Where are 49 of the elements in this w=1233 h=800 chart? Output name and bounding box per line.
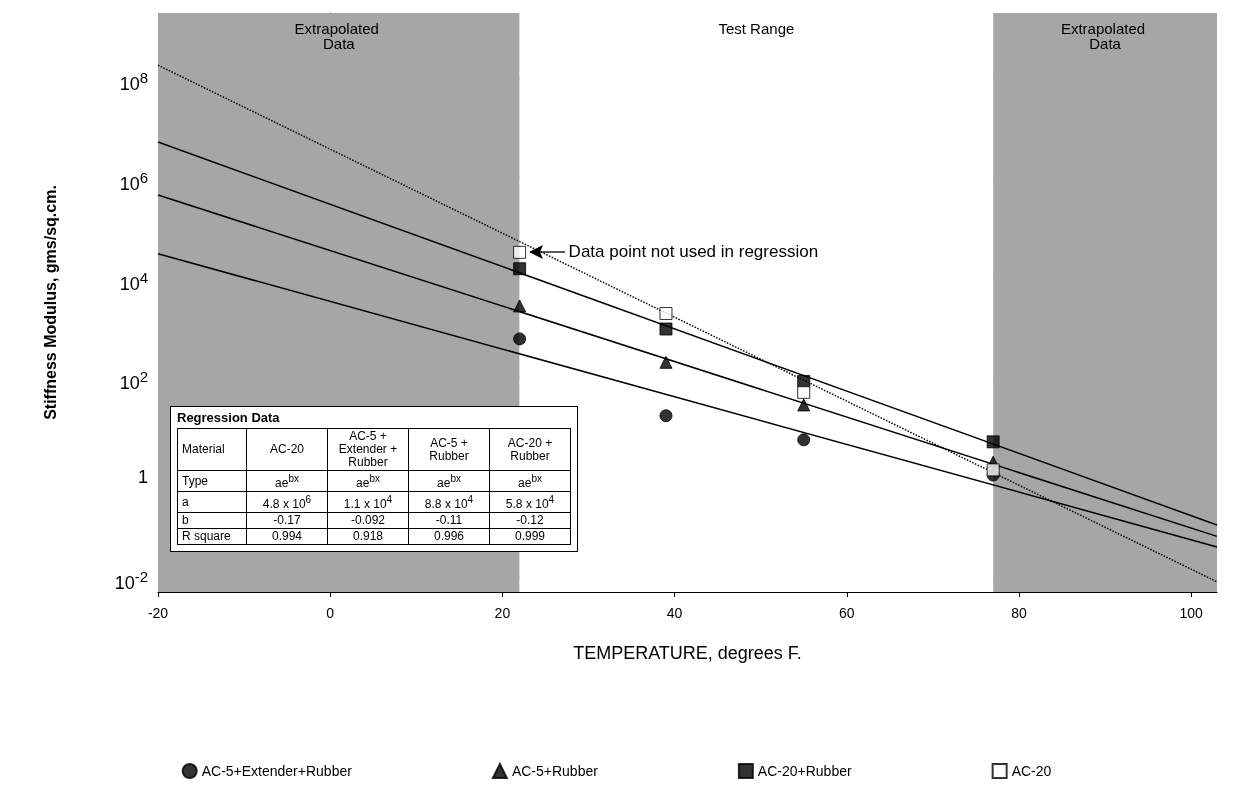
annotation: 4.8 x 10$^{6}$ xyxy=(246,491,328,513)
y-axis-title: Stiffness Modulus, gms/sq.cm. xyxy=(41,185,59,420)
annotation: 0.994 xyxy=(246,528,328,545)
annotation: -0.17 xyxy=(246,512,328,529)
annotation: -0.092 xyxy=(327,512,409,529)
annotation: R square xyxy=(177,528,247,545)
annotation: Type xyxy=(177,470,247,492)
annotation: -0.11 xyxy=(408,512,490,529)
annotation: ae$^{bx}$ xyxy=(489,470,571,492)
annotation: Regression Data xyxy=(177,410,281,425)
y-tick-label: 10$^{4}$ xyxy=(119,267,148,296)
annotation: AC-5 + Rubber xyxy=(408,428,490,471)
annotation: b xyxy=(177,512,247,529)
annotation: a xyxy=(177,491,247,513)
annotation: AC-5 + Extender + Rubber xyxy=(327,428,409,471)
annotation: 0.996 xyxy=(408,528,490,545)
band-label: Extrapolated Data xyxy=(294,20,383,52)
annotation: 0.999 xyxy=(489,528,571,545)
x-tick-label: 20 xyxy=(494,605,511,621)
legend-label: AC-5+Rubber xyxy=(511,763,599,779)
y-tick-label: 10$^{-2}$ xyxy=(114,566,148,595)
y-tick-label: 10$^{2}$ xyxy=(119,367,148,396)
x-tick-label: 40 xyxy=(666,605,683,621)
annotation: Material xyxy=(177,428,247,471)
annotation: 0.918 xyxy=(327,528,409,545)
annotation: Data point not used in regression xyxy=(568,241,819,264)
annotation: ae$^{bx}$ xyxy=(246,470,328,492)
annotation: AC-20 + Rubber xyxy=(489,428,571,471)
annotation: ae$^{bx}$ xyxy=(327,470,409,492)
x-tick-label: 0 xyxy=(326,605,335,621)
band-label: Test Range xyxy=(718,20,795,37)
band-label: Extrapolated Data xyxy=(1060,20,1150,52)
x-axis-title: TEMPERATURE, degrees F. xyxy=(573,643,802,663)
legend-label: AC-20 xyxy=(1011,763,1052,779)
legend-label: AC-5+Extender+Rubber xyxy=(201,763,353,779)
x-tick-label: 60 xyxy=(838,605,855,621)
x-tick-label: -20 xyxy=(147,605,169,621)
annotation: 5.8 x 10$^{4}$ xyxy=(489,491,571,513)
annotation: -0.12 xyxy=(489,512,571,529)
x-tick-label: 80 xyxy=(1011,605,1027,621)
y-tick-label: 10$^{8}$ xyxy=(119,67,148,96)
annotation: ae$^{bx}$ xyxy=(408,470,490,492)
annotation: AC-20 xyxy=(246,428,328,471)
y-tick-label: 1 xyxy=(137,466,148,490)
legend-label: AC-20+Rubber xyxy=(757,763,852,779)
y-tick-label: 10$^{6}$ xyxy=(119,167,148,196)
annotation: 8.8 x 10$^{4}$ xyxy=(408,491,490,513)
x-tick-label: 100 xyxy=(1179,605,1204,621)
annotation: 1.1 x 10$^{4}$ xyxy=(327,491,409,513)
